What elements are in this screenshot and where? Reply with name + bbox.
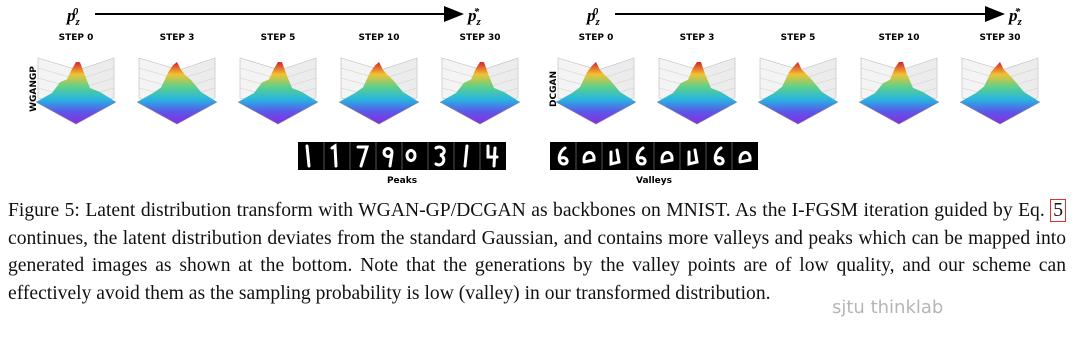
symbol-sup: 0 [593, 6, 599, 18]
distribution-symbol: pz* [1007, 6, 1023, 28]
step-label: STEP 0 [579, 33, 614, 43]
digit-image [609, 148, 621, 166]
step-label: STEP 30 [979, 33, 1020, 43]
step-label: STEP 10 [878, 33, 919, 43]
digit-image [557, 146, 569, 166]
density-surface [137, 62, 217, 124]
digit-image [582, 151, 596, 164]
density-surface [339, 62, 419, 124]
density-surface [440, 62, 520, 124]
density-plot [555, 57, 637, 125]
digit-image [486, 144, 499, 168]
density-surface [238, 62, 318, 124]
density-plot [757, 57, 839, 125]
digit-image [434, 145, 446, 167]
digit-image [687, 148, 699, 166]
plot-axis [237, 101, 319, 125]
digit-image [356, 145, 370, 168]
step-label: STEP 10 [358, 33, 399, 43]
symbol-base: p [1007, 6, 1018, 25]
density-surface [960, 62, 1040, 124]
digit-image [382, 147, 394, 168]
density-plot [338, 57, 420, 125]
symbol-sub: z [75, 16, 81, 28]
symbol-base: p [466, 6, 477, 25]
density-plot [237, 57, 319, 125]
density-plot [439, 57, 521, 125]
distribution-symbol: pz0 [65, 6, 81, 28]
caption-text: Latent distribution transform with WGAN-… [79, 200, 1045, 221]
density-plot [136, 57, 218, 125]
digit-image [463, 144, 469, 168]
step-label: STEP 5 [261, 33, 296, 43]
figure: pz0 pz*STEP 0 STEP 3 STEP 5 STEP 10 STEP 30WG… [29, 6, 1041, 186]
digit-image [330, 143, 338, 168]
plot-axis [555, 101, 637, 125]
density-surface [859, 62, 939, 124]
plot-axis [959, 101, 1041, 125]
step-label: STEP 3 [680, 33, 715, 43]
digit-image [738, 151, 752, 164]
symbol-base: p [585, 6, 596, 25]
symbol-sub: z [476, 16, 482, 28]
digit-image [660, 151, 674, 164]
caption-label: Figure 5: [8, 200, 80, 221]
step-label: STEP 3 [160, 33, 195, 43]
plot-axis [656, 101, 738, 125]
distribution-symbol: pz0 [585, 6, 601, 28]
symbol-sup: 0 [73, 6, 79, 18]
digit-image [405, 149, 417, 162]
symbol-sub: z [595, 16, 601, 28]
caption: Figure 5: Latent distribution transform … [8, 197, 1067, 307]
row-label: WGANGP [29, 66, 39, 112]
row-label: DCGAN [549, 71, 559, 107]
step-label: STEP 5 [781, 33, 816, 43]
symbol-sup: * [1015, 6, 1021, 18]
density-surface [657, 62, 737, 124]
density-surface [556, 62, 636, 124]
equation-ref[interactable]: 5 [1050, 199, 1067, 222]
strip-label: Valleys [636, 176, 672, 186]
step-label: STEP 30 [459, 33, 500, 43]
step-label: STEP 0 [59, 33, 94, 43]
symbol-base: p [65, 6, 76, 25]
plot-axis [35, 101, 117, 125]
caption-text: continues, the latent distribution devia… [8, 227, 1066, 304]
density-surface [758, 62, 838, 124]
digit-strip [550, 142, 758, 170]
density-plot [959, 57, 1041, 125]
distribution-symbol: pz* [466, 6, 482, 28]
symbol-sub: z [1017, 16, 1023, 28]
plot-axis [858, 101, 940, 125]
density-surface [36, 62, 116, 124]
strip-label: Peaks [387, 176, 417, 186]
density-plot [656, 57, 738, 125]
digit-image [635, 146, 647, 166]
plot-axis [757, 101, 839, 125]
plot-axis [338, 101, 420, 125]
density-plot [858, 57, 940, 125]
plot-axis [136, 101, 218, 125]
density-plot [35, 57, 117, 125]
digit-image [713, 146, 725, 166]
watermark: sjtu thinklab [832, 297, 944, 318]
plot-axis [439, 101, 521, 125]
digit-image [305, 144, 311, 168]
digit-strip [298, 142, 506, 170]
symbol-sup: * [474, 6, 480, 18]
